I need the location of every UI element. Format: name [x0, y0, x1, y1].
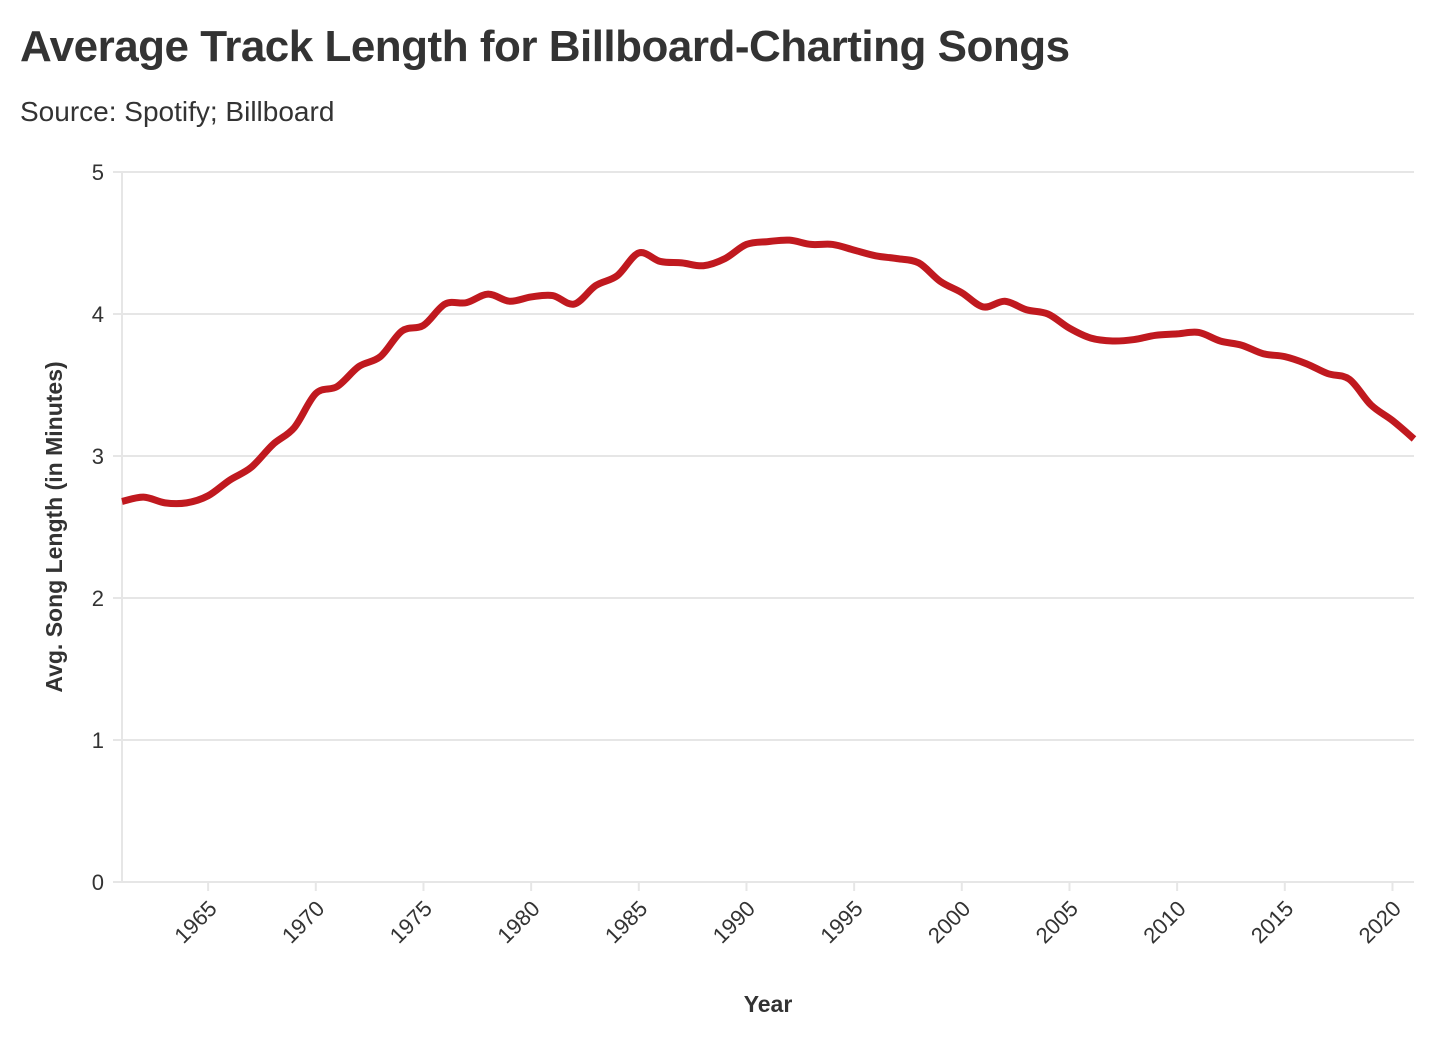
x-tick-label: 1965 [169, 896, 221, 948]
x-tick-label: 2000 [923, 896, 975, 948]
y-axis-title: Avg. Song Length (in Minutes) [41, 361, 67, 692]
y-tick-label: 1 [92, 728, 104, 753]
x-tick-label: 2005 [1031, 896, 1083, 948]
x-axis-title: Year [744, 991, 793, 1017]
gridlines [122, 171, 1414, 741]
x-axis-ticks: 1965 1970 1975 1980 1985 1990 1995 2000 2005 2010… [169, 882, 1406, 948]
x-tick-label: 1970 [277, 896, 329, 948]
series-line-0 [121, 236, 1417, 508]
chart-title: Average Track Length for Billboard-Chart… [20, 22, 1070, 71]
x-tick-label: 1985 [600, 896, 652, 948]
x-tick-label: 1990 [708, 896, 760, 948]
x-tick-label: 2020 [1354, 896, 1406, 948]
y-tick-label: 2 [92, 586, 104, 611]
y-tick-label: 4 [92, 302, 104, 327]
y-tick-label: 5 [92, 160, 104, 185]
y-tick-label: 3 [92, 444, 104, 469]
axes [121, 172, 1414, 883]
y-tick-label: 0 [92, 870, 104, 895]
x-tick-label: 2015 [1246, 896, 1298, 948]
x-tick-label: 1995 [815, 896, 867, 948]
x-tick-label: 1980 [492, 896, 544, 948]
series-layer [121, 236, 1417, 508]
x-tick-label: 1975 [385, 896, 437, 948]
y-axis-ticks: 0 1 2 3 4 5 [92, 160, 122, 895]
x-tick-label: 2010 [1138, 896, 1190, 948]
chart-subtitle: Source: Spotify; Billboard [20, 96, 335, 127]
